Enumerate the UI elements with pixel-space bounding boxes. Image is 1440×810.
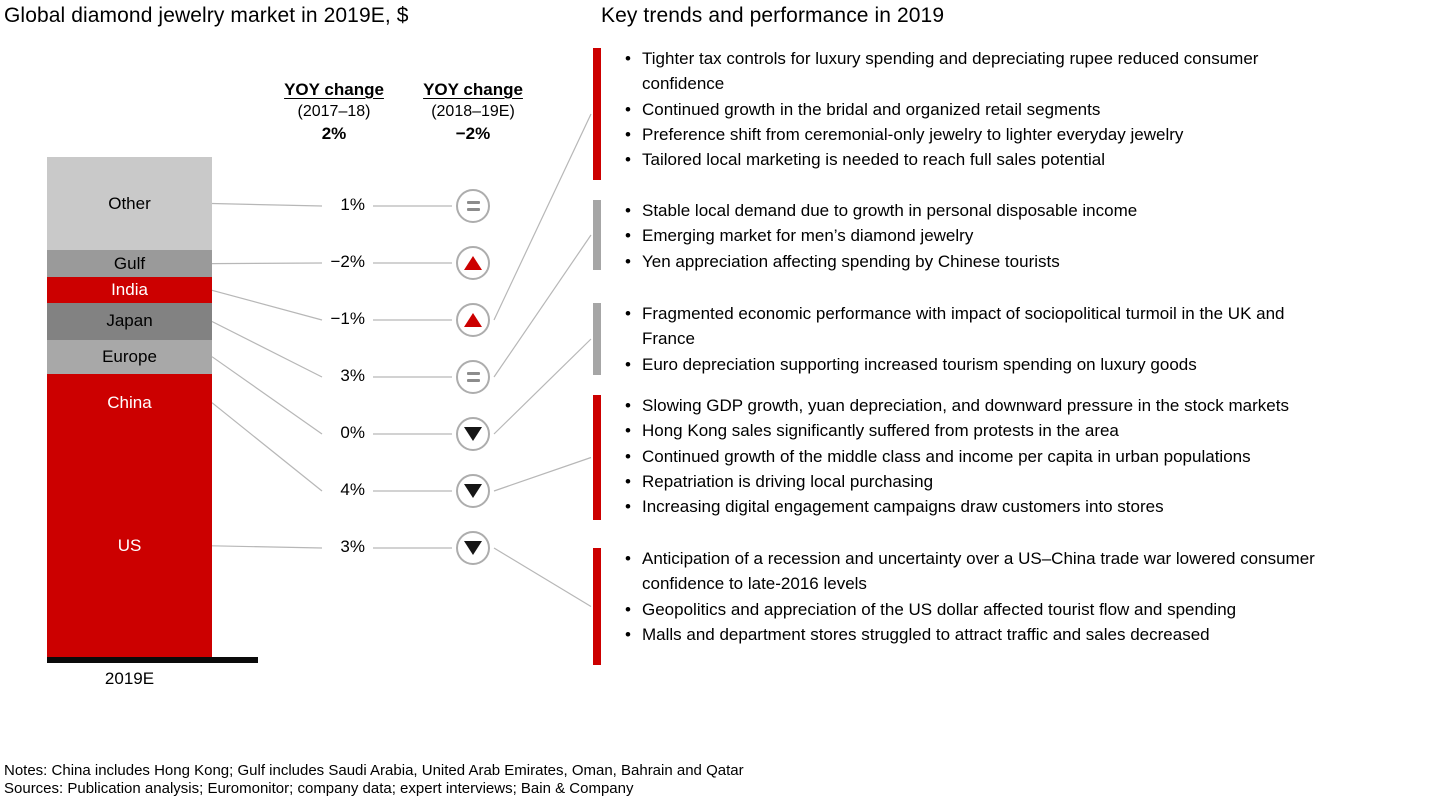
yoy-2017-18-value-europe: 0% bbox=[340, 423, 365, 442]
trend-bullet: Malls and department stores struggled to… bbox=[621, 622, 1321, 648]
accent-bar bbox=[593, 48, 601, 180]
trend-bullet: Increasing digital engagement campaigns … bbox=[621, 494, 1321, 520]
yoy-column-header: YOY change bbox=[423, 80, 523, 99]
segment-label: US bbox=[117, 535, 142, 555]
yoy-2017-18-value-gulf: −2% bbox=[330, 252, 366, 271]
trend-bullet: Stable local demand due to growth in per… bbox=[621, 198, 1321, 224]
trend-down-icon bbox=[456, 474, 490, 508]
up-triangle-icon bbox=[464, 313, 482, 327]
connector-line bbox=[493, 113, 592, 321]
trend-bullet: Hong Kong sales significantly suffered f… bbox=[621, 418, 1321, 444]
trend-up-icon bbox=[456, 246, 490, 280]
connector-line bbox=[493, 547, 592, 608]
x-axis-label: 2019E bbox=[104, 669, 155, 688]
down-triangle-icon bbox=[464, 427, 482, 441]
connector-line bbox=[211, 402, 323, 492]
segment-label: Europe bbox=[102, 346, 157, 366]
trend-bullet: Repatriation is driving local purchasing bbox=[621, 469, 1321, 495]
trend-bullet: Emerging market for men’s diamond jewelr… bbox=[621, 223, 1321, 249]
down-triangle-icon bbox=[464, 484, 482, 498]
trend-bullet: Tailored local marketing is needed to re… bbox=[621, 147, 1321, 173]
bar-segment-india: India bbox=[47, 277, 212, 304]
trend-down-icon bbox=[456, 417, 490, 451]
trend-bullet: Preference shift from ceremonial-only je… bbox=[621, 122, 1321, 148]
segment-label: China bbox=[107, 392, 152, 412]
trend-bullet: Continued growth in the bridal and organ… bbox=[621, 97, 1321, 123]
accent-bar bbox=[593, 395, 601, 520]
trend-bullet-list: Stable local demand due to growth in per… bbox=[621, 198, 1321, 274]
equal-bar bbox=[466, 201, 480, 204]
trends-panel-title: Key trends and performance in 2019 bbox=[601, 4, 945, 27]
equal-bar bbox=[466, 208, 480, 211]
yoy-column-total: 2% bbox=[321, 124, 347, 143]
yoy-column-total: −2% bbox=[455, 124, 491, 143]
sources-line: Sources: Publication analysis; Euromonit… bbox=[4, 779, 634, 797]
yoy-2017-18-value-china: 4% bbox=[340, 480, 365, 499]
trend-flat-icon bbox=[456, 189, 490, 223]
trend-bullet: Continued growth of the middle class and… bbox=[621, 444, 1321, 470]
yoy-2017-18-value-other: 1% bbox=[340, 195, 365, 214]
x-axis-baseline bbox=[47, 657, 258, 663]
bar-segment-us: US bbox=[47, 431, 212, 660]
bar-segment-china: China bbox=[47, 373, 212, 432]
down-triangle-icon bbox=[464, 541, 482, 555]
footnotes: Notes: China includes Hong Kong; Gulf in… bbox=[4, 762, 744, 797]
equal-bar bbox=[466, 379, 480, 382]
accent-bar bbox=[593, 548, 601, 665]
bar-segment-gulf: Gulf bbox=[47, 250, 212, 278]
trend-bullet: Geopolitics and appreciation of the US d… bbox=[621, 597, 1321, 623]
yoy-column-2017-18: YOY change (2017–18) 2% bbox=[259, 80, 409, 144]
trend-bullet: Euro depreciation supporting increased t… bbox=[621, 352, 1321, 378]
connector-line bbox=[493, 234, 592, 378]
up-triangle-icon bbox=[464, 256, 482, 270]
yoy-column-period: (2017–18) bbox=[297, 103, 371, 120]
trend-bullet-list: Fragmented economic performance with imp… bbox=[621, 301, 1321, 377]
stacked-bar-chart: Other Gulf India Japan Europe China US bbox=[47, 157, 212, 660]
trend-bullet: Anticipation of a recession and uncertai… bbox=[621, 546, 1321, 597]
bar-segment-other: Other bbox=[47, 157, 212, 251]
segment-label: India bbox=[111, 280, 148, 300]
yoy-column-header: YOY change bbox=[284, 80, 384, 99]
trend-down-icon bbox=[456, 531, 490, 565]
accent-bar bbox=[593, 200, 601, 270]
trend-bullet: Slowing GDP growth, yuan depreciation, a… bbox=[621, 393, 1321, 419]
yoy-column-period: (2018–19E) bbox=[431, 103, 515, 120]
segment-label: Japan bbox=[106, 311, 153, 331]
trend-flat-icon bbox=[456, 360, 490, 394]
segment-label: Other bbox=[108, 193, 151, 213]
chart-title: Global diamond jewelry market in 2019E, … bbox=[4, 4, 409, 27]
trend-bullet-list: Anticipation of a recession and uncertai… bbox=[621, 546, 1321, 647]
yoy-2017-18-value-japan: 3% bbox=[340, 366, 365, 385]
trend-up-icon bbox=[456, 303, 490, 337]
yoy-column-2018-19e: YOY change (2018–19E) −2% bbox=[398, 80, 548, 144]
trend-bullet-list: Tighter tax controls for luxury spending… bbox=[621, 46, 1321, 173]
segment-label: Gulf bbox=[113, 253, 146, 273]
trend-bullet: Fragmented economic performance with imp… bbox=[621, 301, 1321, 352]
connector-line bbox=[493, 338, 592, 435]
yoy-2017-18-value-india: −1% bbox=[330, 309, 366, 328]
equal-bar bbox=[466, 372, 480, 375]
trend-bullet-list: Slowing GDP growth, yuan depreciation, a… bbox=[621, 393, 1321, 520]
accent-bar bbox=[593, 303, 601, 375]
connector-line bbox=[493, 456, 592, 492]
trend-bullet: Yen appreciation affecting spending by C… bbox=[621, 249, 1321, 275]
trend-bullet: Tighter tax controls for luxury spending… bbox=[621, 46, 1321, 97]
notes-line: Notes: China includes Hong Kong; Gulf in… bbox=[4, 762, 744, 779]
yoy-2017-18-value-us: 3% bbox=[340, 537, 365, 556]
bar-segment-europe: Europe bbox=[47, 339, 212, 374]
bar-segment-japan: Japan bbox=[47, 303, 212, 340]
